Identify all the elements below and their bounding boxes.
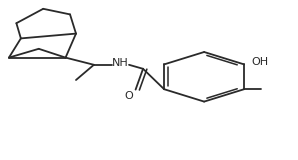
Text: OH: OH	[252, 57, 269, 67]
Text: O: O	[125, 91, 134, 101]
Text: NH: NH	[112, 58, 129, 68]
